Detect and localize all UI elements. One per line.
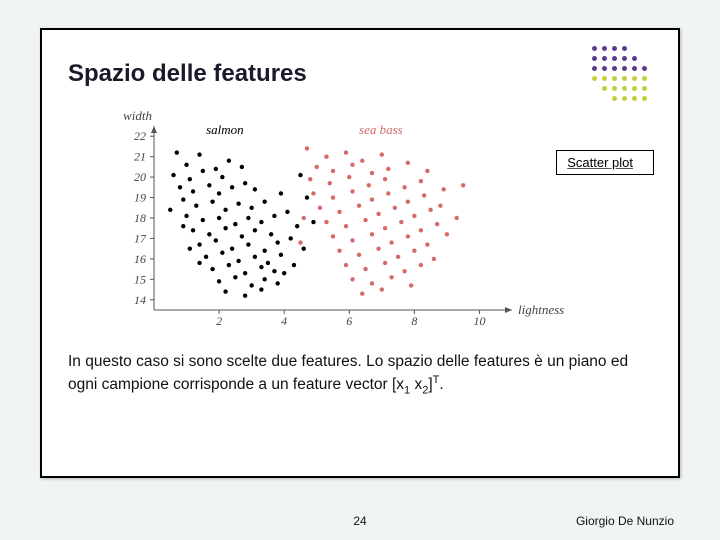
svg-text:15: 15 [134, 272, 146, 286]
svg-text:20: 20 [134, 170, 146, 184]
svg-text:14: 14 [134, 293, 146, 307]
svg-text:19: 19 [134, 191, 146, 205]
annotation-box: Scatter plot [556, 150, 654, 175]
author-name: Giorgio De Nunzio [576, 514, 674, 528]
svg-text:lightness: lightness [518, 302, 564, 317]
svg-text:6: 6 [346, 314, 352, 328]
svg-text:10: 10 [473, 314, 485, 328]
svg-text:4: 4 [281, 314, 287, 328]
body-end: . [439, 376, 443, 393]
slide-frame: Spazio delle features 2 4 6 8 10 14 15 16 17 18 19… [40, 28, 680, 478]
svg-text:width: width [123, 108, 152, 123]
svg-text:8: 8 [411, 314, 417, 328]
body-text: In questo caso si sono scelte due featur… [68, 352, 644, 398]
svg-text:16: 16 [134, 252, 146, 266]
svg-text:2: 2 [216, 314, 222, 328]
svg-text:18: 18 [134, 211, 146, 225]
chart-svg: 2 4 6 8 10 14 15 16 17 18 19 20 21 22 lightness width sa… [112, 108, 572, 338]
svg-text:salmon: salmon [206, 122, 244, 137]
dot-grid-logo [590, 44, 648, 102]
svg-text:17: 17 [134, 231, 147, 245]
scatter-chart: 2 4 6 8 10 14 15 16 17 18 19 20 21 22 lightness width sa… [112, 108, 572, 338]
svg-text:sea bass: sea bass [359, 122, 403, 137]
svg-text:21: 21 [134, 150, 146, 164]
body-prefix: In questo caso si sono scelte due featur… [68, 353, 628, 393]
svg-text:22: 22 [134, 129, 146, 143]
body-mid: x [410, 376, 422, 393]
slide-title: Spazio delle features [68, 60, 307, 88]
slide-footer: 24 Giorgio De Nunzio [40, 514, 680, 528]
